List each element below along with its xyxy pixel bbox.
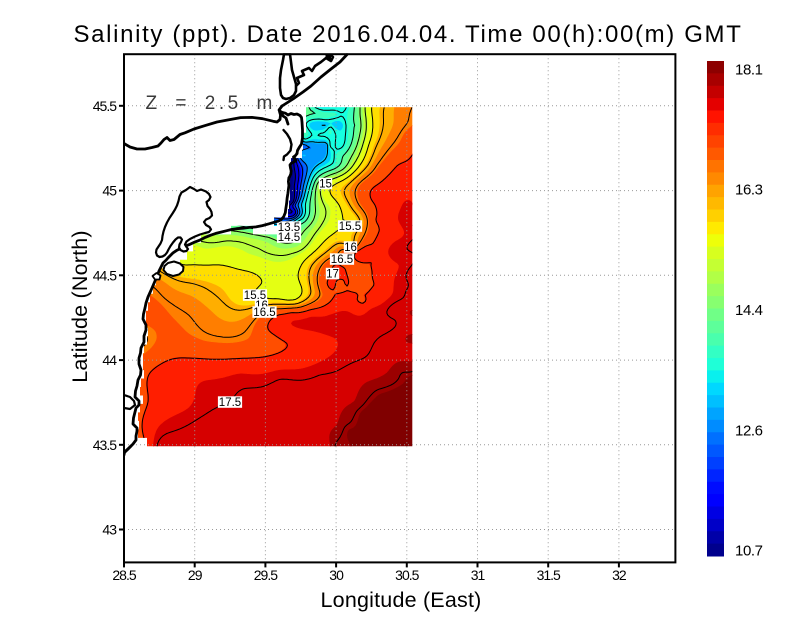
svg-text:15.5: 15.5: [339, 221, 361, 233]
svg-text:17: 17: [326, 269, 339, 281]
svg-text:16: 16: [344, 242, 357, 254]
svg-text:31.5: 31.5: [537, 567, 561, 583]
svg-text:30.5: 30.5: [395, 567, 419, 583]
svg-text:Latitude (North): Latitude (North): [68, 230, 92, 383]
svg-text:15: 15: [319, 179, 332, 191]
svg-text:Longitude (East): Longitude (East): [321, 588, 482, 612]
svg-text:43.5: 43.5: [93, 437, 117, 453]
svg-text:31: 31: [471, 567, 486, 583]
svg-text:16.5: 16.5: [253, 307, 275, 319]
svg-text:14.5: 14.5: [278, 232, 300, 244]
svg-text:14.4: 14.4: [735, 302, 763, 319]
svg-text:Z = 2.5 m: Z = 2.5 m: [146, 93, 276, 114]
svg-text:Salinity (ppt). Date 2016.04.0: Salinity (ppt). Date 2016.04.04. Time 00…: [73, 21, 742, 48]
svg-text:16.5: 16.5: [331, 254, 353, 266]
svg-text:16.3: 16.3: [735, 182, 763, 199]
svg-text:32: 32: [612, 567, 627, 583]
svg-text:30: 30: [329, 567, 344, 583]
svg-text:28.5: 28.5: [112, 567, 136, 583]
svg-text:15.5: 15.5: [244, 290, 266, 302]
svg-text:44.5: 44.5: [93, 267, 117, 283]
svg-text:43: 43: [102, 522, 117, 538]
svg-text:45.5: 45.5: [93, 98, 117, 114]
svg-text:29: 29: [188, 567, 203, 583]
svg-text:12.6: 12.6: [735, 422, 763, 439]
svg-text:18.1: 18.1: [735, 61, 763, 78]
svg-text:13.5: 13.5: [278, 222, 300, 234]
svg-text:44: 44: [102, 352, 117, 368]
svg-text:29.5: 29.5: [254, 567, 278, 583]
svg-text:45: 45: [102, 183, 117, 199]
svg-text:10.7: 10.7: [735, 543, 763, 560]
svg-text:17.5: 17.5: [219, 397, 241, 409]
